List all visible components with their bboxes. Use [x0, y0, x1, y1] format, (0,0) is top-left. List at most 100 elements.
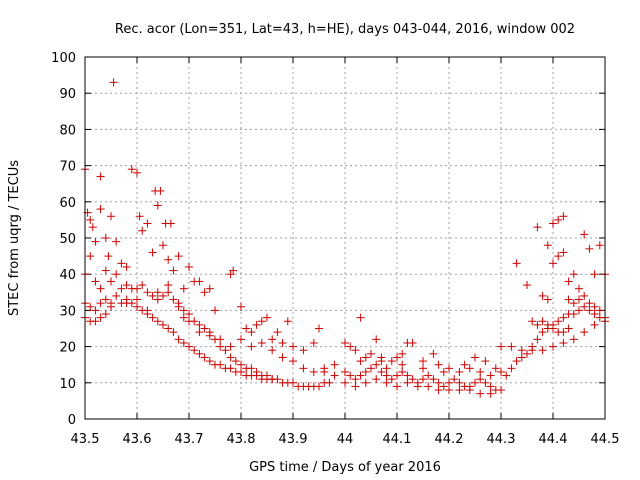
- data-point-marker: [517, 353, 526, 362]
- data-point-marker: [351, 346, 360, 355]
- data-point-marker: [351, 375, 360, 384]
- data-point-marker: [148, 313, 157, 322]
- data-point-marker: [346, 371, 355, 380]
- data-point-marker: [101, 295, 110, 304]
- y-tick-label: 40: [59, 268, 76, 283]
- x-tick-label: 43.6: [123, 432, 152, 447]
- data-point-marker: [273, 328, 282, 337]
- data-point-marker: [575, 295, 583, 304]
- data-point-marker: [185, 310, 193, 319]
- data-point-marker: [439, 367, 448, 376]
- data-point-marker: [96, 299, 105, 308]
- data-point-marker: [156, 186, 165, 195]
- data-point-marker: [200, 288, 209, 297]
- data-point-marker: [216, 342, 225, 351]
- data-point-marker: [471, 378, 479, 387]
- data-point-marker: [237, 302, 245, 311]
- data-point-marker: [569, 335, 578, 344]
- x-tick-label: 44.3: [487, 432, 516, 447]
- data-point-marker: [216, 335, 225, 344]
- data-point-marker: [205, 284, 214, 293]
- y-tick-label: 10: [59, 377, 76, 392]
- data-point-marker: [104, 252, 113, 261]
- data-point-marker: [101, 310, 110, 319]
- data-point-marker: [549, 342, 557, 351]
- data-point-marker: [237, 360, 245, 369]
- data-point-marker: [372, 360, 381, 369]
- data-point-marker: [112, 291, 121, 300]
- data-point-marker: [465, 386, 474, 395]
- data-point-marker: [486, 371, 495, 380]
- data-point-marker: [465, 364, 474, 373]
- data-point-marker: [221, 346, 230, 355]
- data-point-marker: [502, 371, 511, 380]
- data-point-marker: [413, 382, 422, 391]
- data-point-marker: [159, 241, 167, 250]
- data-point-marker: [497, 342, 505, 351]
- data-point-marker: [590, 320, 599, 329]
- data-point-marker: [86, 302, 95, 311]
- data-point-marker: [257, 317, 266, 326]
- data-point-marker: [268, 346, 277, 355]
- x-axis-label: GPS time / Days of year 2016: [249, 460, 441, 475]
- data-point-marker: [408, 375, 417, 384]
- data-point-marker: [200, 324, 209, 333]
- data-point-marker: [226, 342, 235, 351]
- data-point-marker: [439, 382, 448, 391]
- data-point-marker: [237, 367, 245, 376]
- data-point-marker: [382, 378, 391, 387]
- data-point-marker: [289, 357, 297, 366]
- data-point-marker: [429, 349, 438, 358]
- data-point-marker: [179, 338, 188, 347]
- data-point-marker: [497, 386, 505, 395]
- data-point-marker: [351, 382, 360, 391]
- data-point-marker: [242, 324, 251, 333]
- data-point-marker: [159, 320, 167, 329]
- data-point-marker: [517, 346, 526, 355]
- data-point-marker: [164, 281, 173, 290]
- data-point-marker: [88, 223, 97, 232]
- y-tick-label: 0: [68, 413, 76, 428]
- data-point-marker: [569, 299, 578, 308]
- data-point-marker: [434, 386, 443, 395]
- data-point-marker: [445, 386, 453, 395]
- y-tick-label: 80: [59, 123, 76, 138]
- y-tick-label: 20: [59, 341, 76, 356]
- data-point-marker: [507, 342, 516, 351]
- x-tick-labels: 43.5 43.6 43.7 43.8 43.9 44 44.1 44.2 44.3 44.4 44…: [71, 432, 620, 447]
- data-point-marker: [159, 291, 167, 300]
- data-point-marker: [387, 375, 396, 384]
- data-point-marker: [554, 252, 563, 261]
- data-point-marker: [341, 378, 349, 387]
- data-point-marker: [549, 219, 557, 228]
- data-point-marker: [330, 371, 339, 380]
- data-point-marker: [512, 357, 521, 366]
- data-point-marker: [268, 375, 277, 384]
- data-point-marker: [533, 320, 542, 329]
- data-point-marker: [101, 234, 110, 242]
- data-point-marker: [533, 223, 542, 232]
- data-point-marker: [153, 295, 162, 304]
- data-point-marker: [185, 317, 193, 326]
- x-tick-label: 44.1: [383, 432, 412, 447]
- data-point-marker: [398, 360, 407, 369]
- data-point-marker: [543, 295, 552, 304]
- data-point-marker: [169, 295, 178, 304]
- data-point-marker: [107, 212, 115, 221]
- data-point-marker: [247, 328, 256, 337]
- data-point-marker: [320, 364, 329, 373]
- data-point-marker: [179, 313, 188, 322]
- data-point-marker: [143, 219, 152, 228]
- data-point-marker: [543, 320, 552, 329]
- data-point-marker: [356, 357, 365, 366]
- data-point-marker: [377, 367, 386, 376]
- data-point-marker: [252, 371, 261, 380]
- data-point-marker: [174, 302, 183, 311]
- y-tick-label: 50: [59, 232, 76, 247]
- data-point-marker: [195, 277, 204, 286]
- data-point-marker: [278, 338, 287, 347]
- data-point-marker: [367, 364, 375, 373]
- data-point-marker: [575, 284, 583, 293]
- data-point-marker: [96, 313, 105, 322]
